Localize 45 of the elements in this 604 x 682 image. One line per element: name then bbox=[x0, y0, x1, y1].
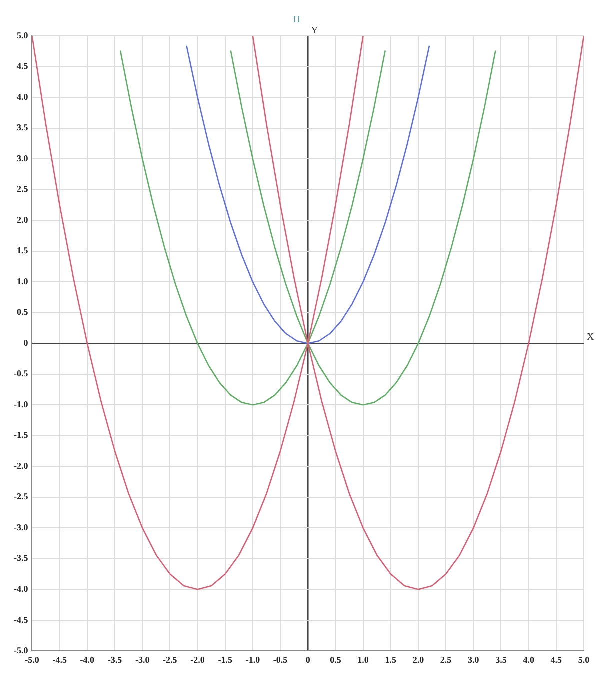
y-tick-label: 0 bbox=[24, 338, 29, 348]
y-tick-label: -3.0 bbox=[14, 522, 29, 532]
y-tick-label: 1.5 bbox=[16, 246, 29, 256]
x-tick-label: 5.0 bbox=[578, 654, 590, 665]
x-tick-label: -4.0 bbox=[80, 654, 96, 665]
x-tick-label: -5.0 bbox=[25, 654, 40, 665]
y-tick-label: -0.5 bbox=[14, 368, 29, 379]
x-tick-label: 0 bbox=[306, 654, 311, 665]
x-tick-label: 4.0 bbox=[523, 654, 535, 665]
y-tick-label: 4.5 bbox=[16, 61, 29, 72]
x-tick-label: -3.5 bbox=[108, 654, 123, 665]
y-tick-label: -2.5 bbox=[14, 492, 29, 502]
x-tick-label: 3.0 bbox=[468, 654, 480, 665]
x-tick-label: -0.5 bbox=[273, 654, 288, 665]
y-tick-label: 1.0 bbox=[16, 276, 29, 286]
x-tick-label: 2.0 bbox=[412, 654, 425, 665]
y-axis-title: Y bbox=[311, 26, 318, 37]
x-tick-label: 0.5 bbox=[330, 654, 342, 665]
x-tick-label: -1.0 bbox=[246, 654, 261, 665]
x-axis-title: X bbox=[587, 332, 595, 344]
x-tick-label: 3.5 bbox=[496, 654, 508, 665]
y-tick-label: -1.5 bbox=[14, 430, 29, 440]
x-tick-label: -1.5 bbox=[218, 654, 233, 665]
y-tick-label: 3.5 bbox=[16, 122, 29, 133]
x-tick-label: 2.5 bbox=[440, 654, 452, 665]
x-tick-label: 1.0 bbox=[358, 654, 370, 665]
x-tick-label: -4.5 bbox=[52, 654, 68, 665]
y-tick-label: -2.0 bbox=[14, 460, 29, 471]
y-tick-label: -5.0 bbox=[14, 646, 29, 656]
y-tick-label: 3.0 bbox=[16, 153, 29, 164]
y-tick-label: 0.5 bbox=[16, 307, 29, 318]
y-tick-label: 2.0 bbox=[16, 214, 29, 225]
y-tick-label: -4.5 bbox=[14, 614, 29, 625]
x-tick-label: 4.5 bbox=[550, 654, 563, 665]
x-tick-label: -3.0 bbox=[135, 654, 150, 665]
y-tick-label: -3.5 bbox=[14, 553, 29, 564]
chart-title: П bbox=[293, 14, 301, 26]
y-tick-label: 4.0 bbox=[16, 92, 29, 102]
y-tick-label: -1.0 bbox=[14, 399, 29, 410]
y-tick-label: 2.5 bbox=[16, 184, 29, 194]
x-tick-label: 1.5 bbox=[385, 654, 398, 665]
y-tick-label: -4.0 bbox=[14, 584, 29, 594]
x-tick-label: -2.0 bbox=[190, 654, 206, 665]
y-tick-label: 5.0 bbox=[16, 30, 29, 40]
x-tick-label: -2.5 bbox=[163, 654, 178, 665]
